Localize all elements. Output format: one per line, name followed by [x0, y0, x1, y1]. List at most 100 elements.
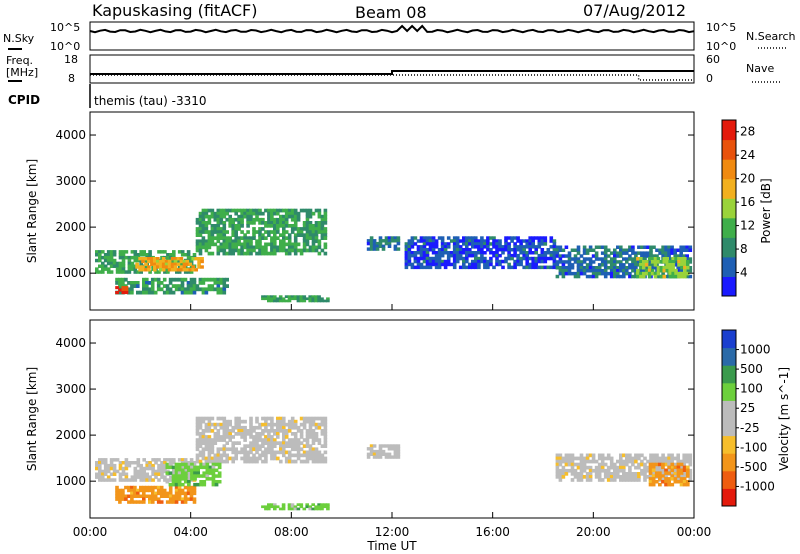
power-cell	[142, 253, 146, 257]
power-cell	[273, 224, 277, 228]
velocity-cell	[231, 425, 235, 430]
power-cell	[591, 274, 596, 279]
power-cell	[369, 239, 374, 243]
power-cell	[317, 224, 322, 228]
velocity-cell	[317, 450, 322, 455]
power-cell	[477, 256, 481, 261]
velocity-cell	[308, 435, 313, 439]
power-cell	[540, 242, 545, 246]
power-cell	[299, 251, 304, 256]
power-cell	[308, 211, 313, 216]
power-cell	[668, 263, 672, 267]
power-cell	[121, 258, 126, 263]
power-cell	[249, 239, 253, 244]
velocity-cell	[106, 463, 111, 468]
velocity-cell	[673, 456, 677, 461]
power-cell	[148, 250, 152, 254]
velocity-colorbar-swatch	[722, 382, 736, 401]
power-cell	[679, 245, 683, 249]
power-cell	[228, 239, 232, 244]
power-cell	[501, 251, 505, 255]
power-cell	[410, 253, 415, 258]
power-cell	[308, 214, 313, 219]
power-cell	[98, 250, 102, 254]
power-cell	[249, 211, 253, 216]
velocity-cell	[658, 456, 662, 461]
power-cell	[282, 236, 286, 240]
velocity-cell	[190, 474, 194, 478]
velocity-cell	[603, 456, 608, 461]
velocity-cell	[679, 477, 684, 481]
velocity-cell	[369, 447, 374, 451]
power-cell	[243, 208, 247, 213]
power-cell	[222, 221, 227, 225]
power-cell	[540, 253, 545, 258]
power-cell	[588, 274, 593, 279]
power-cell	[480, 239, 484, 243]
power-cell	[404, 253, 409, 258]
power-cell	[284, 211, 289, 216]
velocity-cell	[305, 432, 310, 436]
power-cell	[676, 266, 680, 270]
velocity-cell	[679, 480, 684, 484]
velocity-cell	[124, 472, 129, 476]
velocity-cell	[594, 475, 599, 479]
power-cell	[135, 262, 139, 266]
power-cell	[507, 251, 511, 255]
power-cell	[613, 274, 617, 279]
power-cell	[278, 297, 283, 301]
power-cell	[284, 221, 289, 225]
power-cell	[135, 265, 139, 269]
power-cell	[579, 263, 584, 267]
power-cell	[290, 245, 295, 250]
power-cell	[680, 265, 684, 270]
power-cell	[186, 287, 191, 292]
velocity-cell	[276, 432, 280, 436]
velocity-cell	[189, 458, 194, 462]
power-cell	[305, 233, 310, 237]
power-cell	[311, 224, 316, 228]
power-cell	[555, 254, 560, 258]
power-cell	[422, 239, 427, 243]
velocity-cell	[664, 468, 668, 472]
velocity-cell	[396, 452, 401, 456]
power-cell	[287, 239, 292, 244]
power-cell	[121, 264, 126, 268]
power-cell	[302, 297, 307, 301]
power-cell	[198, 287, 203, 292]
power-cell	[234, 245, 238, 250]
power-cell	[665, 265, 669, 270]
power-cell	[564, 260, 569, 264]
power-cell	[115, 281, 119, 285]
velocity-cell	[682, 453, 686, 458]
power-cell	[284, 248, 289, 253]
velocity-cell	[649, 475, 653, 479]
power-cell	[616, 251, 620, 255]
power-cell	[258, 248, 262, 253]
power-cell	[507, 265, 511, 270]
velocity-cell	[276, 450, 280, 455]
velocity-cell	[293, 459, 298, 464]
velocity-cell	[685, 453, 689, 458]
power-cell	[685, 257, 689, 261]
power-cell	[519, 242, 523, 246]
power-cell	[561, 271, 566, 276]
power-cell	[446, 256, 451, 261]
velocity-cell	[658, 459, 662, 464]
velocity-cell	[555, 453, 560, 458]
velocity-cell	[243, 453, 247, 458]
power-cell	[290, 242, 295, 247]
power-cell	[516, 259, 520, 264]
power-cell	[261, 233, 265, 237]
velocity-cell	[255, 438, 259, 442]
velocity-cell	[246, 456, 250, 461]
power-cell	[180, 284, 185, 288]
power-cell	[616, 266, 620, 270]
velocity-cell	[148, 463, 152, 468]
power-cell	[153, 262, 157, 266]
power-cell	[519, 259, 523, 264]
velocity-cell	[148, 497, 152, 501]
velocity-cell	[228, 435, 232, 439]
velocity-cell	[308, 422, 313, 427]
power-cell	[483, 239, 487, 243]
